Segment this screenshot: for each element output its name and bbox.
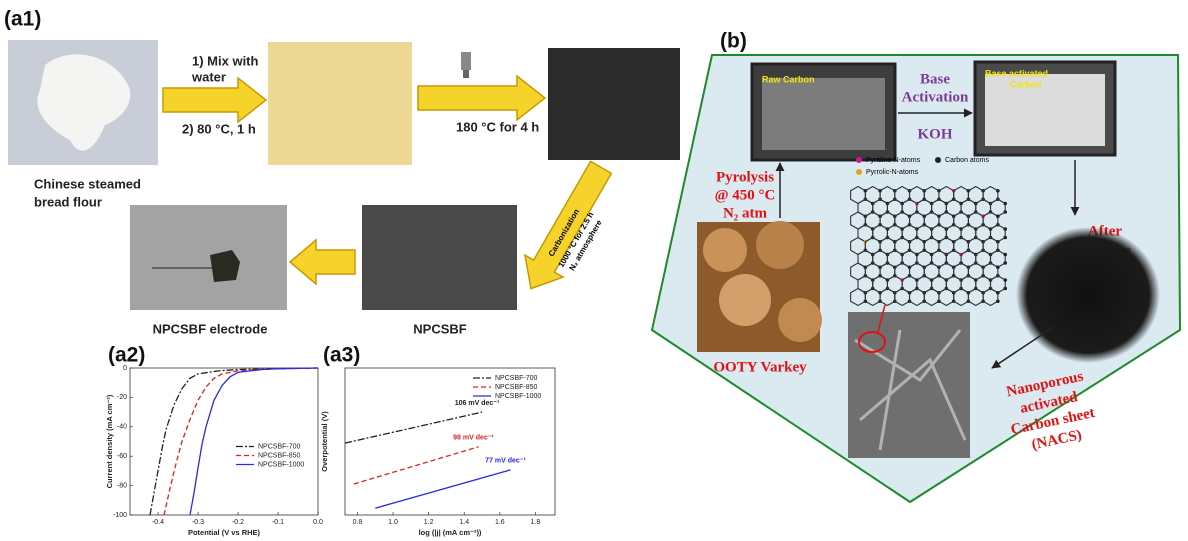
atom	[1003, 261, 1007, 265]
legend-text: Carbon atoms	[945, 157, 989, 164]
legend-dot	[856, 157, 862, 163]
legend-label: NPCSBF-1000	[495, 393, 541, 400]
plot-frame	[130, 368, 318, 515]
atom	[996, 189, 1000, 193]
food-item	[756, 221, 804, 269]
step-text: KOH	[917, 126, 952, 142]
photo-label: Base activated	[985, 68, 1048, 78]
npcsbf-texture	[362, 205, 517, 310]
panel-label: (b)	[720, 30, 747, 53]
figure: (a1) 1) Mix with water 2) 80 °C, 1 h 180…	[0, 0, 1188, 541]
arrow	[163, 78, 266, 122]
slope-annotation: 77 mV dec⁻¹	[485, 458, 526, 465]
x-tick-label: -0.2	[232, 519, 244, 526]
photo-label: Raw Carbon	[762, 74, 815, 84]
legend-text: Pyridine-N-atoms	[866, 157, 921, 164]
legend-label: NPCSBF-700	[258, 443, 301, 450]
y-tick-label: -40	[117, 424, 127, 431]
food-item	[719, 274, 771, 326]
atom	[996, 299, 1000, 303]
legend-dot	[935, 157, 941, 163]
panel-a1: (a1) 1) Mix with water 2) 80 °C, 1 h 180…	[4, 8, 680, 337]
legend-label: NPCSBF-850	[258, 452, 301, 459]
atom	[996, 265, 1000, 269]
step-text: Activation	[902, 89, 969, 105]
atom	[1003, 287, 1007, 291]
x-tick-label: 1.6	[495, 519, 505, 526]
legend-label: NPCSBF-1000	[258, 461, 304, 468]
caption: OOTY Varkey	[713, 359, 807, 375]
legend-dot	[856, 169, 862, 175]
x-tick-label: 0.8	[353, 519, 363, 526]
legend-label: NPCSBF-700	[495, 375, 538, 382]
electrode-photo	[130, 205, 287, 310]
y-tick-label: -20	[117, 394, 127, 401]
panel-label: (a3)	[323, 344, 360, 367]
autoclave-icon	[461, 52, 471, 70]
carbon-powder	[1016, 227, 1160, 363]
food-item	[703, 228, 747, 272]
step-text: N₂ atm	[723, 205, 768, 221]
y-tick-label: -100	[113, 512, 127, 519]
x-tick-label: 0.0	[313, 519, 323, 526]
x-tick-label: 1.8	[531, 519, 541, 526]
x-tick-label: -0.4	[152, 519, 164, 526]
step-text: Pyrolysis	[716, 169, 774, 185]
photo-label: Carbon	[1010, 79, 1042, 89]
atom	[1003, 253, 1007, 257]
autoclave-icon	[463, 70, 469, 78]
atom	[1003, 278, 1007, 282]
atom	[1003, 236, 1007, 240]
charts: (a2) -0.4 -0.3 -0.2 -0.1 0.0 0 -20 -40 -60 -80 -100…	[105, 344, 555, 537]
y-tick-label: -80	[117, 482, 127, 489]
x-axis-label: Potential (V vs RHE)	[188, 528, 261, 537]
slope-annotation: 106 mV dec⁻¹	[455, 400, 500, 407]
step-text: 1) Mix with	[192, 53, 259, 68]
atom	[1003, 210, 1007, 214]
panel-label: (a1)	[4, 8, 41, 31]
raw-carbon-texture	[762, 78, 885, 150]
atom	[1003, 202, 1007, 206]
y-tick-label: 0	[123, 365, 127, 372]
panel-b: (b) Raw Carbon Base activated Carbon Bas…	[652, 30, 1180, 502]
caption: NPCSBF electrode	[153, 321, 268, 336]
step-text: @ 450 °C	[715, 187, 776, 203]
atom	[1003, 227, 1007, 231]
y-tick-label: -60	[117, 453, 127, 460]
step-text: 180 °C for 4 h	[456, 119, 539, 134]
caption: bread flour	[34, 194, 102, 209]
food-item	[778, 298, 822, 342]
x-tick-label: -0.1	[272, 519, 284, 526]
y-axis-label: Current density (mA cm⁻²)	[105, 394, 114, 488]
step-text: water	[191, 69, 226, 84]
y-axis-label: Overpotential (V)	[320, 411, 329, 472]
x-tick-label: -0.3	[192, 519, 204, 526]
carbon-photo	[548, 48, 680, 160]
legend-label: NPCSBF-850	[495, 384, 538, 391]
legend-text: Pyrrolic-N-atoms	[866, 169, 919, 176]
x-axis-label: log (|j| (mA cm⁻²))	[419, 528, 482, 537]
step-text: Base	[920, 71, 950, 87]
x-tick-label: 1.4	[459, 519, 469, 526]
caption: Chinese steamed	[34, 176, 141, 191]
dough-texture	[268, 42, 412, 165]
atom	[996, 214, 1000, 218]
slope-annotation: 98 mV dec⁻¹	[453, 435, 494, 442]
atom	[996, 291, 1000, 295]
atom	[996, 240, 1000, 244]
x-tick-label: 1.0	[388, 519, 398, 526]
x-tick-label: 1.2	[424, 519, 434, 526]
arrow	[290, 240, 355, 284]
caption: NPCSBF	[413, 321, 467, 336]
step-text: 2) 80 °C, 1 h	[182, 121, 256, 136]
panel-label: (a2)	[108, 344, 145, 367]
arrow	[418, 76, 545, 120]
activated-carbon-texture	[985, 74, 1105, 146]
